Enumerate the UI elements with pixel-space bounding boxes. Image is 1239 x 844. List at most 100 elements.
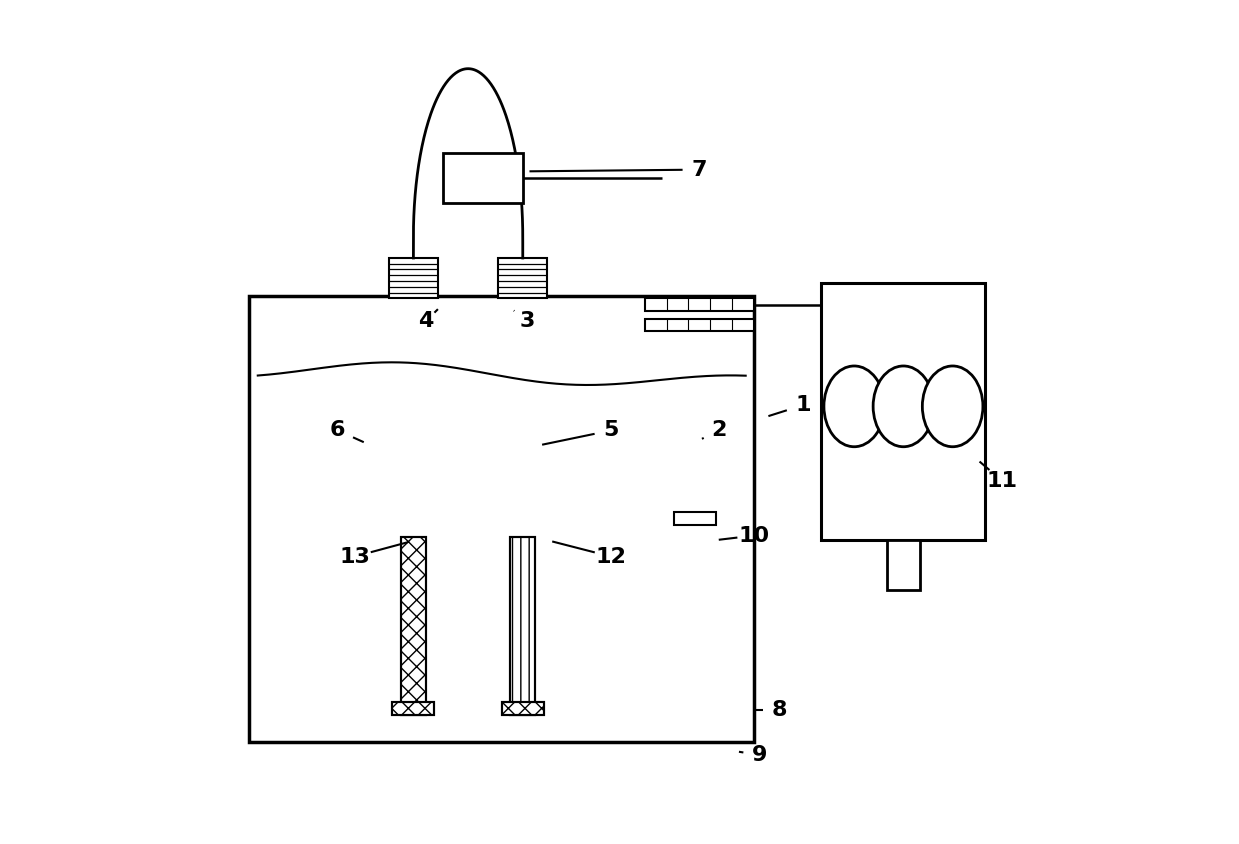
Point (394, 486, 414, 500)
Point (610, 701, 629, 715)
Point (596, 405, 616, 419)
Point (690, 566, 710, 580)
Point (247, 620, 266, 634)
Point (247, 674, 266, 688)
Point (273, 715, 292, 728)
Point (676, 405, 696, 419)
Point (286, 620, 306, 634)
Point (408, 701, 427, 715)
Point (367, 446, 387, 459)
Point (610, 620, 629, 634)
Point (475, 527, 494, 540)
Point (408, 446, 427, 459)
Point (462, 580, 482, 593)
Point (717, 553, 737, 566)
Point (556, 607, 576, 620)
Point (676, 593, 696, 607)
Point (623, 513, 643, 527)
Point (313, 459, 333, 473)
Point (596, 634, 616, 647)
Point (260, 593, 280, 607)
Point (408, 647, 427, 661)
Point (637, 620, 657, 634)
Point (650, 473, 670, 486)
Point (260, 566, 280, 580)
Point (663, 392, 683, 405)
Point (650, 688, 670, 701)
Point (529, 459, 549, 473)
Point (676, 701, 696, 715)
Point (650, 566, 670, 580)
Point (313, 378, 333, 392)
Point (380, 674, 400, 688)
Point (582, 486, 602, 500)
Point (717, 473, 737, 486)
Point (717, 674, 737, 688)
Point (300, 540, 320, 554)
Point (273, 486, 292, 500)
Point (623, 540, 643, 554)
Point (663, 527, 683, 540)
Point (596, 473, 616, 486)
Point (367, 459, 387, 473)
Point (676, 647, 696, 661)
Point (650, 674, 670, 688)
Point (354, 566, 374, 580)
Point (435, 580, 455, 593)
Point (529, 473, 549, 486)
Point (569, 661, 589, 674)
Point (475, 728, 494, 742)
Point (488, 728, 508, 742)
Point (273, 701, 292, 715)
Point (475, 607, 494, 620)
Point (435, 553, 455, 566)
Point (717, 580, 737, 593)
Point (408, 540, 427, 554)
Point (273, 527, 292, 540)
Point (475, 459, 494, 473)
Point (690, 674, 710, 688)
Point (731, 593, 751, 607)
Point (475, 473, 494, 486)
Point (582, 674, 602, 688)
Point (596, 378, 616, 392)
Point (543, 580, 563, 593)
Point (435, 593, 455, 607)
Point (623, 459, 643, 473)
Point (610, 513, 629, 527)
Point (596, 674, 616, 688)
Point (676, 728, 696, 742)
Point (449, 432, 468, 446)
Point (596, 540, 616, 554)
Point (462, 728, 482, 742)
Point (543, 701, 563, 715)
Point (690, 473, 710, 486)
Point (462, 513, 482, 527)
Point (394, 715, 414, 728)
Point (515, 527, 535, 540)
Point (488, 634, 508, 647)
Point (354, 553, 374, 566)
Point (556, 661, 576, 674)
Point (300, 513, 320, 527)
Point (704, 527, 724, 540)
Point (488, 566, 508, 580)
Bar (510, 537, 535, 715)
Point (394, 392, 414, 405)
Point (610, 593, 629, 607)
Point (367, 715, 387, 728)
Point (408, 486, 427, 500)
Point (286, 593, 306, 607)
Point (300, 473, 320, 486)
Point (462, 593, 482, 607)
Point (286, 378, 306, 392)
Point (690, 378, 710, 392)
Point (273, 459, 292, 473)
Point (582, 459, 602, 473)
Point (515, 634, 535, 647)
Point (380, 540, 400, 554)
Point (582, 540, 602, 554)
Point (354, 527, 374, 540)
Point (435, 701, 455, 715)
Point (650, 486, 670, 500)
